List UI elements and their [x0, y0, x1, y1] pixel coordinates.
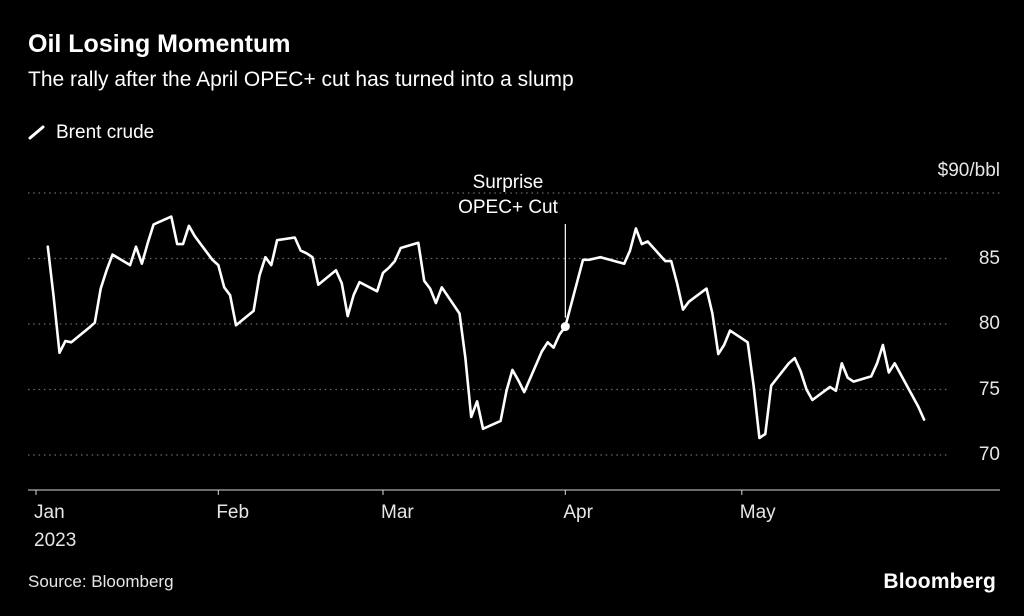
x-axis-year-label: 2023: [34, 530, 77, 551]
x-tick-label-apr: Apr: [563, 502, 593, 523]
annotation-marker-dot: [560, 322, 570, 332]
x-tick-label-jan: Jan: [34, 502, 65, 523]
legend: Brent crude: [28, 122, 154, 144]
chart-subtitle: The rally after the April OPEC+ cut has …: [28, 68, 574, 91]
line-series-icon: [28, 125, 45, 140]
x-tick-label-feb: Feb: [216, 502, 250, 523]
y-tick-label-70: 70: [978, 444, 1000, 465]
y-tick-label-85: 85: [978, 247, 1000, 269]
bloomberg-logo: Bloomberg: [883, 570, 996, 593]
annotation-text-line1: Surprise: [472, 172, 544, 193]
y-tick-label-80: 80: [978, 313, 1000, 334]
y-tick-label-75: 75: [978, 378, 1000, 400]
x-tick-label-may: May: [739, 502, 776, 523]
brent-crude-line: [46, 215, 926, 440]
legend-label: Brent crude: [56, 122, 155, 143]
chart-title: Oil Losing Momentum: [28, 30, 291, 58]
annotation-text-line2: OPEC+ Cut: [458, 197, 558, 218]
y-axis-unit-label: $90/bbl: [937, 160, 1000, 181]
annotation-surprise-opec-cut: Surprise OPEC+ Cut: [438, 170, 578, 220]
x-tick-label-mar: Mar: [381, 502, 414, 523]
source-note: Source: Bloomberg: [28, 572, 174, 591]
